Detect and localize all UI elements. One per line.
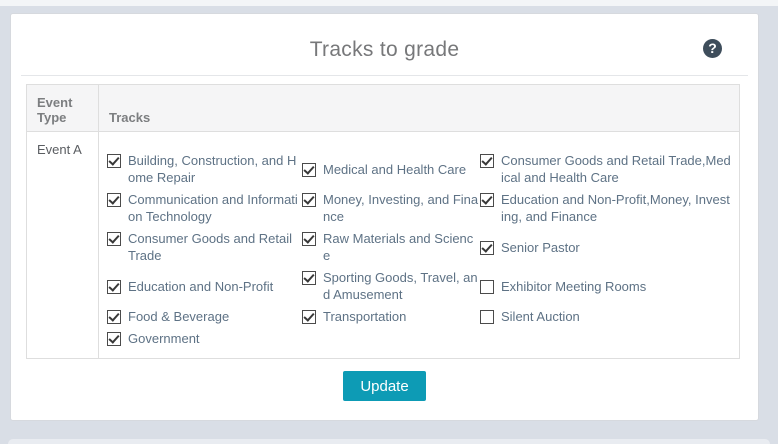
checkbox-checked-icon[interactable] xyxy=(107,279,121,294)
checkbox-checked-icon[interactable] xyxy=(302,232,316,246)
track-option[interactable]: Senior Pastor xyxy=(480,239,731,256)
checkbox-unchecked-icon[interactable] xyxy=(480,279,494,294)
track-label: Money, Investing, and Finance xyxy=(323,192,479,224)
checkbox-checked-icon[interactable] xyxy=(480,154,494,168)
track-label: Government xyxy=(128,331,200,346)
checkbox-checked-icon[interactable] xyxy=(302,193,316,207)
track-option[interactable]: Communication and Information Technology xyxy=(107,191,302,225)
table-row: Event A Building, Construction, and Home… xyxy=(26,131,740,359)
track-option[interactable]: Silent Auction xyxy=(480,308,731,325)
checkbox-checked-icon[interactable] xyxy=(480,193,494,207)
track-option[interactable]: Money, Investing, and Finance xyxy=(302,191,480,225)
tracks-grid: Building, Construction, and Home Repair M… xyxy=(99,132,739,347)
title-divider xyxy=(21,75,748,76)
track-option[interactable]: Exhibitor Meeting Rooms xyxy=(480,278,731,295)
tracks-table: Event Type Tracks Event A Building, Cons… xyxy=(26,84,740,359)
track-option[interactable]: Transportation xyxy=(302,308,480,325)
button-row: Update xyxy=(11,371,758,401)
track-option[interactable]: Medical and Health Care xyxy=(302,161,480,178)
panel-header: Tracks to grade ? xyxy=(11,14,758,75)
update-button[interactable]: Update xyxy=(343,371,426,401)
track-option[interactable]: Building, Construction, and Home Repair xyxy=(107,152,302,186)
checkbox-checked-icon[interactable] xyxy=(107,154,121,168)
page-title: Tracks to grade xyxy=(309,38,460,61)
track-label: Food & Beverage xyxy=(128,309,230,324)
checkbox-checked-icon[interactable] xyxy=(302,162,316,177)
tracks-to-grade-panel: Tracks to grade ? Event Type Tracks Even… xyxy=(10,13,759,421)
track-label: Building, Construction, and Home Repair xyxy=(128,153,297,185)
track-option[interactable]: Education and Non-Profit,Money, Investin… xyxy=(480,191,731,225)
next-section-edge xyxy=(8,439,770,444)
track-label: Medical and Health Care xyxy=(323,161,467,177)
track-label: Education and Non-Profit,Money, Investin… xyxy=(501,192,730,224)
track-label: Consumer Goods and Retail Trade,Medical … xyxy=(501,153,731,185)
track-label: Senior Pastor xyxy=(501,239,580,255)
help-icon[interactable]: ? xyxy=(703,39,722,58)
track-label: Education and Non-Profit xyxy=(128,278,274,294)
track-label: Transportation xyxy=(323,309,407,324)
track-label: Sporting Goods, Travel, and Amusement xyxy=(323,270,478,302)
checkbox-checked-icon[interactable] xyxy=(480,240,494,255)
checkbox-checked-icon[interactable] xyxy=(107,193,121,207)
checkbox-checked-icon[interactable] xyxy=(302,310,316,324)
track-option[interactable]: Education and Non-Profit xyxy=(107,278,302,295)
track-option[interactable]: Consumer Goods and Retail Trade xyxy=(107,230,302,264)
table-header-row: Event Type Tracks xyxy=(26,84,740,132)
track-option[interactable]: Raw Materials and Science xyxy=(302,230,480,264)
track-label: Consumer Goods and Retail Trade xyxy=(128,231,293,263)
event-name-cell: Event A xyxy=(26,131,99,359)
checkbox-checked-icon[interactable] xyxy=(302,271,316,285)
tracks-cell: Building, Construction, and Home Repair M… xyxy=(98,131,740,359)
top-page-strip xyxy=(0,0,778,6)
track-label: Raw Materials and Science xyxy=(323,231,474,263)
track-option[interactable]: Consumer Goods and Retail Trade,Medical … xyxy=(480,152,731,186)
checkbox-checked-icon[interactable] xyxy=(107,310,121,324)
event-type-column-header: Event Type xyxy=(26,84,99,132)
track-option[interactable]: Government xyxy=(107,330,302,347)
checkbox-checked-icon[interactable] xyxy=(107,232,121,246)
tracks-column-header: Tracks xyxy=(98,84,740,132)
track-option[interactable]: Food & Beverage xyxy=(107,308,302,325)
track-option[interactable]: Sporting Goods, Travel, and Amusement xyxy=(302,269,480,303)
checkbox-checked-icon[interactable] xyxy=(107,332,121,346)
track-label: Exhibitor Meeting Rooms xyxy=(501,278,647,294)
track-label: Silent Auction xyxy=(501,309,580,324)
track-label: Communication and Information Technology xyxy=(128,192,298,224)
checkbox-unchecked-icon[interactable] xyxy=(480,310,494,324)
